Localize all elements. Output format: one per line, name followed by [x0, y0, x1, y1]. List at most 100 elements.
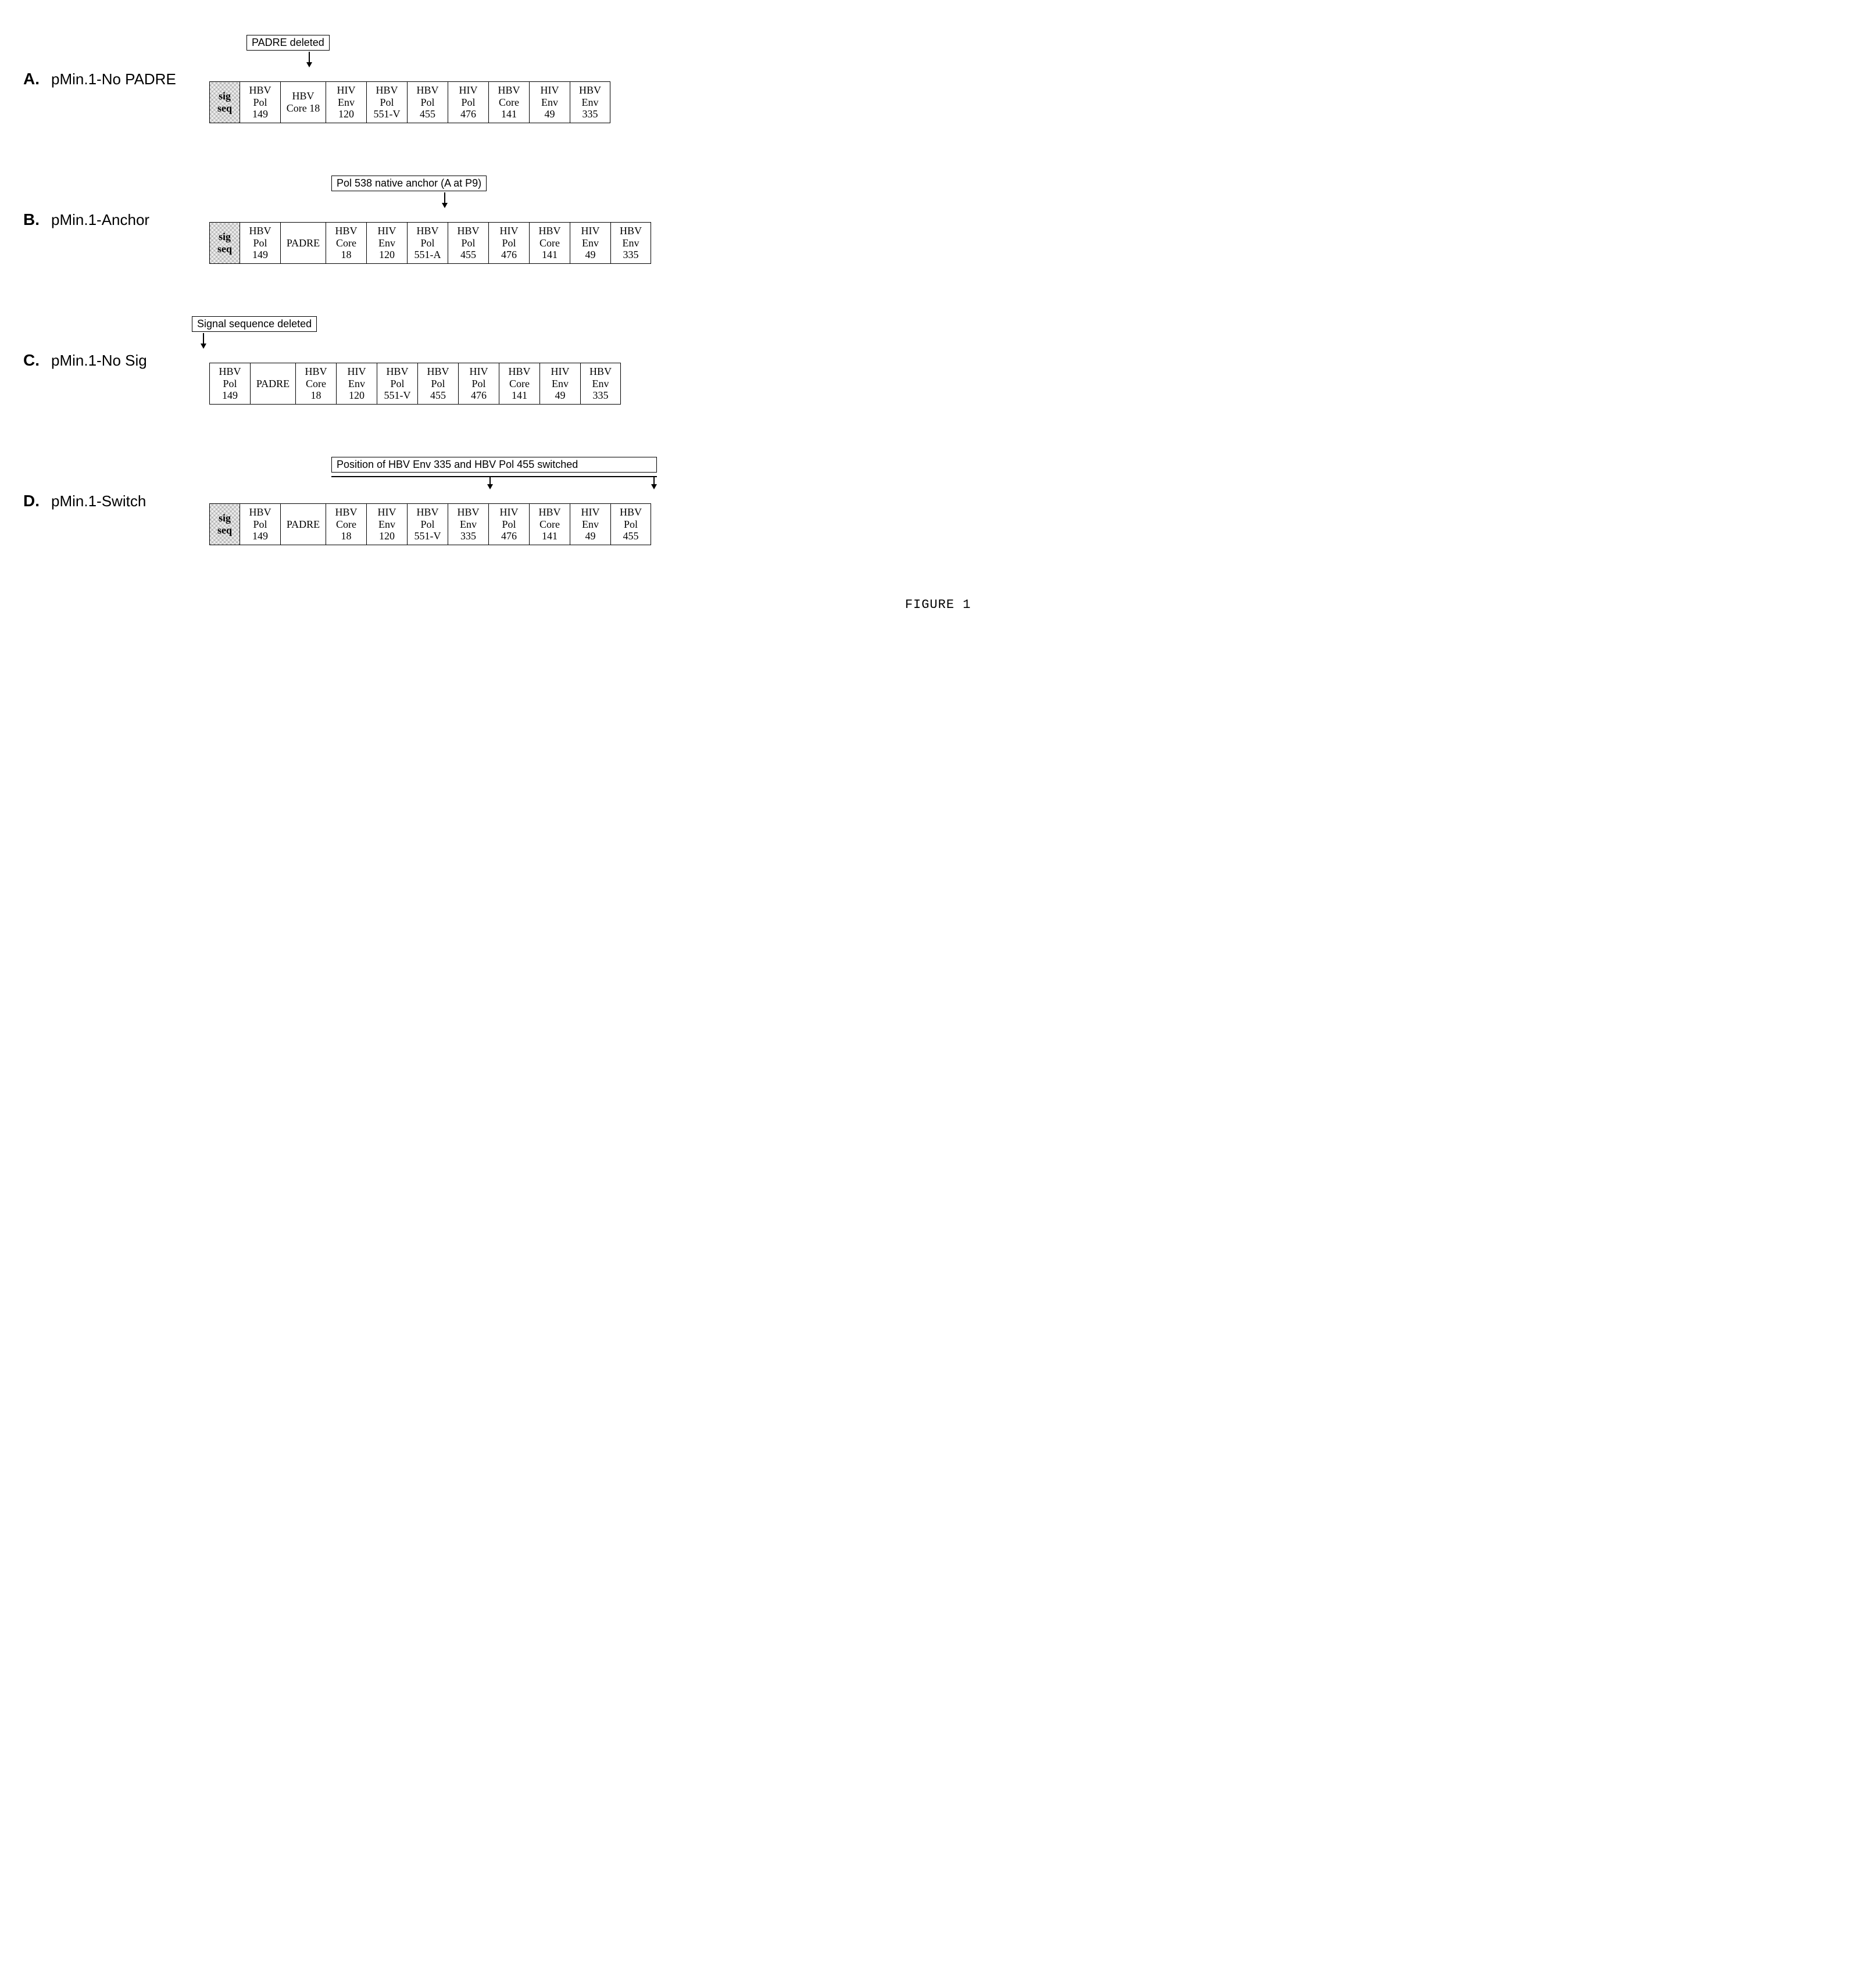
segment-line: HIV — [378, 506, 396, 518]
figure-root: A.pMin.1-No PADREPADRE deletedsigseqHBVP… — [23, 35, 1853, 545]
segment-line: Pol — [624, 518, 638, 531]
segment-line: Pol — [253, 96, 267, 109]
construct-letter: B. — [23, 210, 40, 229]
construct-label: A.pMin.1-No PADRE — [23, 70, 209, 88]
segment-line: Core — [539, 237, 560, 249]
segment-line: Env — [378, 518, 395, 531]
segment-line: Env — [623, 237, 639, 249]
diagram: Signal sequence deletedHBVPol149PADREHBV… — [209, 316, 621, 405]
segment-line: HBV — [335, 506, 357, 518]
segment-line: HIV — [500, 506, 519, 518]
segment: HIVEnv120 — [336, 363, 377, 405]
segment-line: HBV — [219, 366, 241, 378]
segment-line: HIV — [348, 366, 366, 378]
segment-line: 120 — [379, 530, 395, 542]
callout-arrow — [306, 52, 312, 67]
segment-sigseq: sigseq — [209, 81, 240, 123]
segment: HBVCore18 — [326, 503, 366, 545]
segment-line: Pol — [420, 237, 434, 249]
segment: HBVPol149 — [209, 363, 250, 405]
segment: HIVPol476 — [448, 81, 488, 123]
segment-line: HIV — [337, 84, 356, 96]
segment-line: Core — [336, 237, 356, 249]
segment-line: Core — [539, 518, 560, 531]
segment-line: sig — [219, 512, 231, 524]
segment: HBVPol551-A — [407, 222, 448, 264]
diagram: Pol 538 native anchor (A at P9)sigseqHBV… — [209, 176, 651, 264]
construct-label: B.pMin.1-Anchor — [23, 210, 209, 229]
segment: HBVPol455 — [610, 503, 651, 545]
segment-line: Env — [582, 518, 599, 531]
segment-line: Core — [306, 378, 326, 390]
segment-line: 49 — [545, 108, 555, 120]
segment: HBVPol149 — [240, 222, 280, 264]
segment-line: Pol — [223, 378, 237, 390]
segment-line: 551-A — [414, 249, 441, 261]
segment-line: 18 — [341, 530, 352, 542]
segment-line: HBV — [498, 84, 520, 96]
callout: Signal sequence deleted — [192, 316, 317, 349]
segment-line: 141 — [512, 389, 527, 402]
segment-line: Pol — [420, 96, 434, 109]
segment-sigseq: sigseq — [209, 222, 240, 264]
segment: HIVEnv49 — [570, 503, 610, 545]
segment-line: Env — [582, 96, 599, 109]
segment-line: HBV — [335, 225, 357, 237]
segment-line: 551-V — [414, 530, 441, 542]
segment: HBVPol149 — [240, 81, 280, 123]
segment-row: sigseqHBVPol149HBVCore 18HIVEnv120HBVPol… — [209, 81, 610, 123]
segment-line: HBV — [292, 90, 314, 102]
construct-label: D.pMin.1-Switch — [23, 492, 209, 510]
segment-line: HBV — [538, 225, 560, 237]
segment-line: Env — [348, 378, 365, 390]
segment: PADRE — [280, 222, 326, 264]
diagram: Position of HBV Env 335 and HBV Pol 455 … — [209, 457, 651, 545]
segment-line: 49 — [585, 249, 596, 261]
segment-line: Pol — [253, 518, 267, 531]
segment-line: Env — [460, 518, 477, 531]
segment-line: 49 — [555, 389, 566, 402]
segment-line: Core — [499, 96, 519, 109]
segment-line: 455 — [460, 249, 476, 261]
segment: HBVEnv335 — [570, 81, 610, 123]
construct-row: D.pMin.1-SwitchPosition of HBV Env 335 a… — [23, 457, 1853, 545]
segment-line: HBV — [620, 506, 642, 518]
segment: HBVPol551-V — [377, 363, 417, 405]
segment-line: HBV — [376, 84, 398, 96]
segment-line: Pol — [431, 378, 445, 390]
segment-line: 455 — [623, 530, 639, 542]
figure-caption: FIGURE 1 — [23, 598, 1853, 612]
segment: HIVPol476 — [488, 503, 529, 545]
callout-text: Signal sequence deleted — [192, 316, 317, 332]
segment-line: HIV — [500, 225, 519, 237]
segment: HBVCore 18 — [280, 81, 326, 123]
segment-line: 476 — [460, 108, 476, 120]
segment-line: HBV — [249, 506, 271, 518]
segment-line: 149 — [252, 530, 268, 542]
segment: HIVEnv120 — [326, 81, 366, 123]
segment-line: HBV — [416, 84, 438, 96]
diagram: PADRE deletedsigseqHBVPol149HBVCore 18HI… — [209, 35, 610, 123]
segment-line: Pol — [253, 237, 267, 249]
segment-line: Core — [509, 378, 530, 390]
segment-row: HBVPol149PADREHBVCore18HIVEnv120HBVPol55… — [209, 363, 621, 405]
segment-line: HBV — [249, 225, 271, 237]
segment-line: 49 — [585, 530, 596, 542]
segment-line: 149 — [252, 108, 268, 120]
construct-letter: C. — [23, 351, 40, 370]
segment-line: PADRE — [287, 237, 320, 249]
segment-line: seq — [217, 102, 232, 115]
segment-line: 455 — [420, 108, 435, 120]
segment-line: 149 — [222, 389, 238, 402]
segment-line: 335 — [583, 108, 598, 120]
segment-line: HBV — [386, 366, 408, 378]
segment: HBVEnv335 — [448, 503, 488, 545]
segment-line: 335 — [460, 530, 476, 542]
segment: HBVPol455 — [407, 81, 448, 123]
segment-line: Pol — [461, 96, 475, 109]
construct-row: A.pMin.1-No PADREPADRE deletedsigseqHBVP… — [23, 35, 1853, 123]
segment-line: HIV — [581, 506, 600, 518]
segment-line: Env — [378, 237, 395, 249]
segment: HIVPol476 — [458, 363, 499, 405]
segment: HIVEnv120 — [366, 222, 407, 264]
